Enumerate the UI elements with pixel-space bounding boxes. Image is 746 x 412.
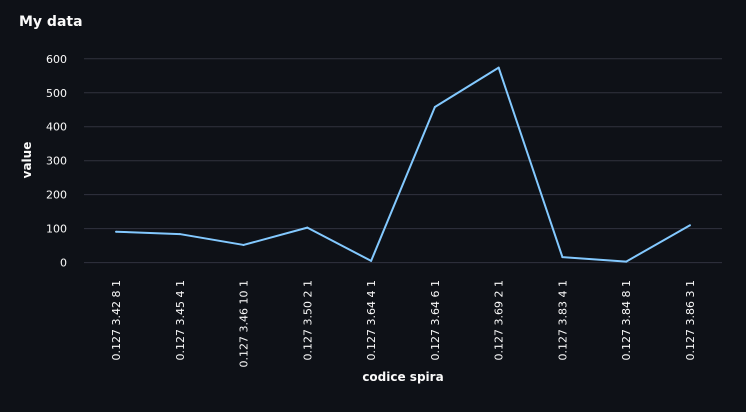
x-tick-label: 0.127 3.86 3 1: [684, 280, 697, 360]
y-tick-label: 0: [60, 257, 67, 270]
y-tick-label: 200: [46, 189, 67, 202]
x-tick-label: 0.127 3.46 10 1: [238, 280, 251, 367]
y-tick-label: 100: [46, 223, 67, 236]
data-point: [497, 66, 500, 69]
x-tick-label: 0.127 3.84 8 1: [620, 280, 633, 360]
x-axis-label: codice spira: [362, 370, 443, 384]
data-point: [689, 224, 691, 227]
x-tick-label: 0.127 3.69 2 1: [493, 280, 506, 360]
data-point: [433, 106, 436, 109]
series-line-value: [115, 66, 691, 263]
y-axis-label: value: [20, 142, 34, 179]
data-point: [242, 243, 245, 246]
x-tick-label: 0.127 3.45 4 1: [174, 280, 187, 360]
x-tick-label: 0.127 3.42 8 1: [110, 280, 123, 360]
y-tick-label: 400: [46, 121, 67, 134]
x-tick-label: 0.127 3.50 2 1: [301, 280, 314, 360]
y-tick-labels: 0 100 200 300 400 500 600: [46, 53, 67, 270]
data-point: [561, 256, 564, 259]
x-tick-label: 0.127 3.64 4 1: [365, 280, 378, 360]
data-point: [115, 230, 117, 233]
data-point: [370, 259, 373, 262]
y-tick-label: 300: [46, 155, 67, 168]
y-tick-label: 500: [46, 87, 67, 100]
x-tick-label: 0.127 3.83 4 1: [556, 280, 569, 360]
data-point: [625, 260, 628, 263]
grid-lines: [84, 58, 722, 264]
data-point: [178, 233, 181, 236]
y-tick-label: 600: [46, 53, 67, 66]
data-point: [306, 226, 309, 229]
chart-title: My data: [19, 14, 83, 30]
x-tick-labels: 0.127 3.42 8 1 0.127 3.45 4 1 0.127 3.46 1…: [110, 280, 697, 367]
x-tick-label: 0.127 3.64 6 1: [429, 280, 442, 360]
series-lines: [115, 66, 691, 263]
